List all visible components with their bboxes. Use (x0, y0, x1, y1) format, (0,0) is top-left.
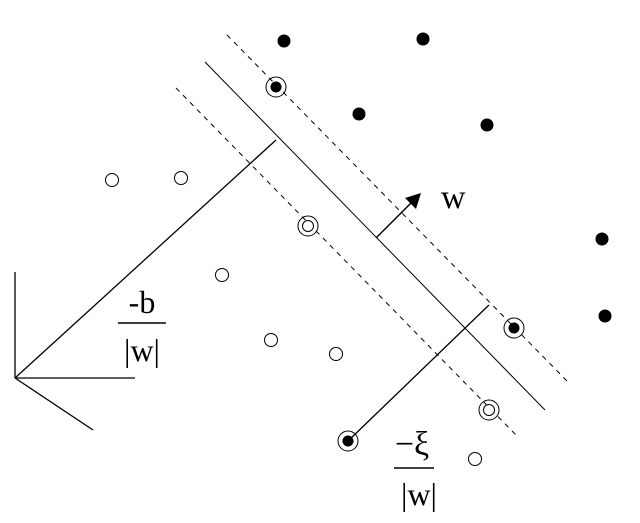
support-vector-ring (503, 317, 525, 339)
support-vector-ring (337, 430, 359, 452)
normal-vector-label: w (441, 179, 466, 216)
negative-point (483, 404, 495, 416)
positive-point (277, 34, 291, 48)
support-vector-ring (478, 399, 500, 421)
slack-line (347, 304, 490, 442)
coordinate-axes (14, 272, 135, 431)
positive-point (342, 435, 354, 447)
normal-vector-shaft (375, 202, 412, 239)
negative-point (105, 173, 119, 187)
offset-fraction: -b |w| (118, 284, 166, 368)
negative-point (264, 333, 278, 347)
support-vector-ring (297, 215, 319, 237)
support-vector-ring (265, 76, 287, 98)
positive-points (270, 32, 612, 447)
negative-point (215, 268, 229, 282)
positive-point (480, 118, 494, 132)
positive-point (352, 107, 366, 121)
normal-vector-arrowhead (405, 193, 421, 209)
positive-point (598, 309, 612, 323)
negative-support-vector-rings (297, 215, 500, 421)
offset-denominator: |w| (124, 332, 160, 368)
offset-numerator: -b (129, 284, 156, 320)
negative-point (302, 220, 314, 232)
positive-support-vector-rings (265, 76, 525, 452)
lower-margin-line (175, 87, 518, 437)
negative-point (329, 347, 343, 361)
positive-point (416, 32, 430, 46)
negative-point (468, 452, 482, 466)
negative-point (174, 171, 188, 185)
offset-line (14, 139, 277, 379)
decision-hyperplane (204, 61, 546, 411)
positive-point (595, 232, 609, 246)
positive-point (270, 81, 282, 93)
axis-diagonal (14, 377, 94, 431)
negative-points (105, 171, 495, 466)
slack-denominator: |w| (401, 476, 437, 512)
margin-lines (175, 34, 570, 437)
normal-vector-arrow (375, 193, 421, 239)
slack-numerator: −ξ (395, 426, 429, 463)
positive-point (508, 322, 520, 334)
slack-fraction: −ξ |w| (394, 426, 437, 512)
